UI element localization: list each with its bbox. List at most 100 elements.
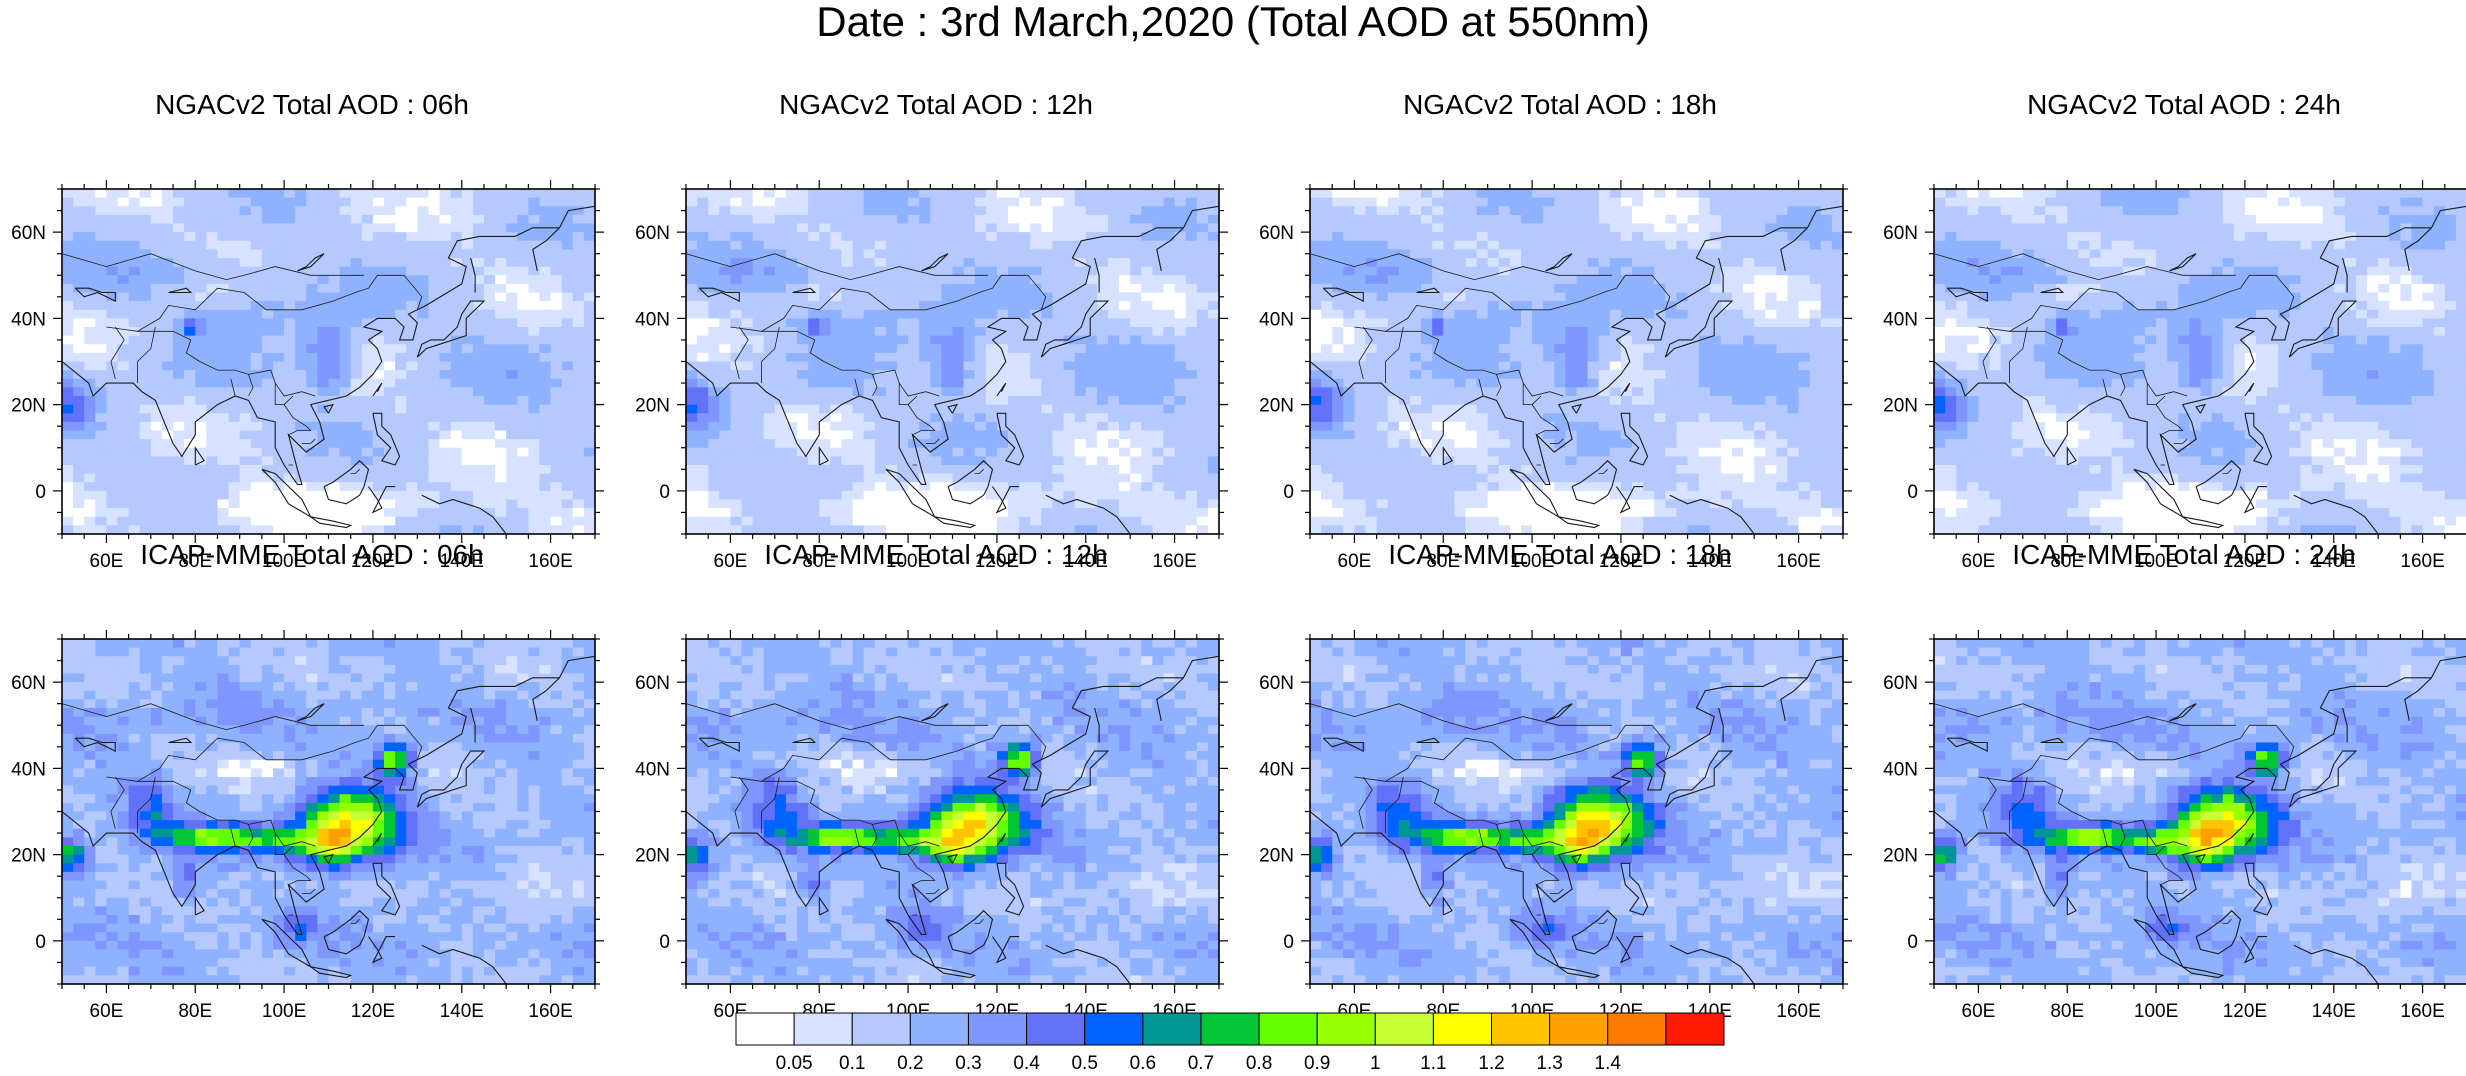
aod-cell	[1499, 362, 1511, 371]
aod-cell	[73, 379, 85, 388]
aod-cell	[473, 370, 485, 379]
aod-cell	[1119, 500, 1131, 509]
aod-cell	[1321, 379, 1333, 388]
aod-cell	[908, 370, 920, 379]
aod-cell	[384, 293, 396, 302]
aod-cell	[964, 232, 976, 241]
aod-cell	[551, 448, 563, 457]
aod-cell	[1710, 189, 1722, 198]
aod-cell	[528, 431, 540, 440]
aod-cell	[964, 284, 976, 293]
aod-cell	[1421, 232, 1433, 241]
aod-cell	[1421, 327, 1433, 336]
aod-cell	[930, 241, 942, 250]
aod-cell	[184, 422, 196, 431]
aod-cell	[830, 189, 842, 198]
aod-cell	[1064, 474, 1076, 483]
aod-cell	[1743, 293, 1755, 302]
aod-cell	[1710, 344, 1722, 353]
aod-cell	[1175, 189, 1187, 198]
aod-cell	[1130, 293, 1142, 302]
aod-cell	[964, 336, 976, 345]
aod-cell	[1108, 327, 1120, 336]
aod-cell	[395, 482, 407, 491]
aod-cell	[428, 310, 440, 319]
aod-cell	[306, 482, 318, 491]
aod-cell	[1108, 249, 1120, 258]
aod-cell	[73, 327, 85, 336]
aod-cell	[84, 517, 96, 526]
aod-cell	[1086, 405, 1098, 414]
aod-cell	[484, 491, 496, 500]
aod-cell	[517, 258, 529, 267]
aod-cell	[1152, 293, 1164, 302]
aod-cell	[373, 267, 385, 276]
aod-cell	[562, 284, 574, 293]
aod-cell	[351, 241, 363, 250]
aod-cell	[262, 249, 274, 258]
aod-cell	[229, 189, 241, 198]
aod-cell	[1163, 189, 1175, 198]
aod-cell	[1097, 422, 1109, 431]
aod-cell	[306, 474, 318, 483]
aod-cell	[73, 318, 85, 327]
aod-cell	[886, 318, 898, 327]
aod-cell	[295, 405, 307, 414]
aod-cell	[1175, 413, 1187, 422]
aod-cell	[753, 241, 765, 250]
aod-cell	[428, 517, 440, 526]
aod-cell	[686, 439, 698, 448]
aod-cell	[753, 474, 765, 483]
aod-cell	[1710, 224, 1722, 233]
aod-cell	[897, 379, 909, 388]
aod-cell	[184, 215, 196, 224]
aod-cell	[1799, 215, 1811, 224]
aod-cell	[262, 327, 274, 336]
aod-cell	[1097, 379, 1109, 388]
aod-cell	[539, 465, 551, 474]
aod-cell	[1141, 474, 1153, 483]
aod-cell	[1665, 206, 1677, 215]
aod-cell	[362, 232, 374, 241]
aod-cell	[1410, 370, 1422, 379]
aod-cell	[62, 198, 74, 207]
aod-cell	[1141, 232, 1153, 241]
aod-cell	[317, 215, 329, 224]
aod-cell	[1186, 344, 1198, 353]
aod-cell	[1632, 318, 1644, 327]
aod-cell	[1141, 284, 1153, 293]
aod-cell	[986, 431, 998, 440]
aod-cell	[1175, 422, 1187, 431]
aod-cell	[797, 301, 809, 310]
aod-cell	[1432, 198, 1444, 207]
aod-cell	[240, 465, 252, 474]
aod-cell	[1130, 431, 1142, 440]
aod-cell	[162, 448, 174, 457]
aod-cell	[484, 206, 496, 215]
aod-cell	[1097, 353, 1109, 362]
aod-cell	[964, 344, 976, 353]
aod-cell	[195, 344, 207, 353]
aod-cell	[1152, 310, 1164, 319]
aod-cell	[173, 482, 185, 491]
aod-cell	[1141, 258, 1153, 267]
aod-cell	[1787, 241, 1799, 250]
aod-cell	[551, 439, 563, 448]
aod-cell	[1041, 224, 1053, 233]
aod-cell	[217, 387, 229, 396]
aod-cell	[229, 465, 241, 474]
aod-cell	[1097, 491, 1109, 500]
aod-cell	[551, 422, 563, 431]
aod-cell	[1743, 267, 1755, 276]
aod-cell	[251, 267, 263, 276]
aod-cell	[742, 189, 754, 198]
aod-cell	[406, 448, 418, 457]
aod-cell	[1086, 396, 1098, 405]
aod-cell	[562, 491, 574, 500]
aod-cell	[495, 353, 507, 362]
aod-cell	[1388, 275, 1400, 284]
aod-cell	[1477, 353, 1489, 362]
aod-cell	[473, 293, 485, 302]
aod-cell	[1163, 500, 1175, 509]
aod-cell	[1776, 370, 1788, 379]
